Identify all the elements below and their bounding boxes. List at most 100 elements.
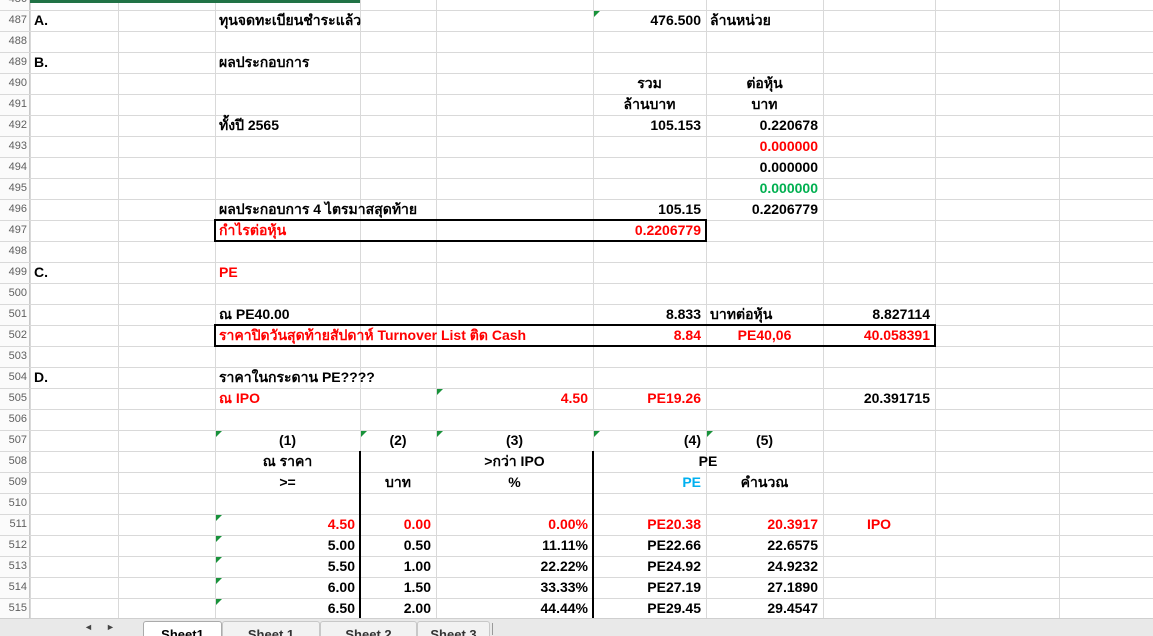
cell-r512-c4[interactable]: 0.50 bbox=[403, 537, 431, 553]
cell-r511-c3[interactable]: 4.50 bbox=[215, 514, 360, 535]
cell-r511-c5[interactable]: 0.00% bbox=[548, 516, 588, 532]
cell-r509-c5[interactable]: % bbox=[508, 474, 521, 490]
cell-r496-c7[interactable]: 0.2206779 bbox=[751, 201, 818, 217]
row-header[interactable]: 494 bbox=[8, 161, 27, 173]
cell-r511-c4[interactable]: 0.00 bbox=[403, 516, 431, 532]
cell-r515-c3[interactable]: 6.50 bbox=[215, 598, 360, 618]
cell-r501-c3[interactable]: ณ PE40.00 bbox=[219, 306, 290, 322]
row-header[interactable]: 514 bbox=[8, 581, 27, 593]
cell-r487-c1[interactable]: A. bbox=[34, 12, 48, 28]
cell-r507-c6[interactable]: (4) bbox=[593, 430, 706, 451]
row-header[interactable]: 486 bbox=[0, 0, 27, 10]
row-header[interactable]: 510 bbox=[8, 497, 27, 509]
row-header[interactable]: 491 bbox=[8, 98, 27, 110]
cell-r514-c6[interactable]: PE27.19 bbox=[647, 579, 701, 595]
cell-r509-c4[interactable]: บาท bbox=[385, 474, 411, 490]
cell-r513-c4[interactable]: 1.00 bbox=[403, 558, 431, 574]
cell-r504-c1[interactable]: D. bbox=[34, 369, 48, 385]
row-header[interactable]: 506 bbox=[8, 413, 27, 425]
cell-r515-c4[interactable]: 2.00 bbox=[403, 600, 431, 616]
cell-r513-c6[interactable]: PE24.92 bbox=[647, 558, 701, 574]
row-header[interactable]: 511 bbox=[9, 518, 27, 530]
cell-r487-c3[interactable]: ทุนจดทะเบียนชำระแล้ว bbox=[219, 12, 362, 28]
sheet-tab[interactable]: Sheet 3 bbox=[417, 621, 490, 636]
cell-r514-c4[interactable]: 1.50 bbox=[403, 579, 431, 595]
cell-r505-c6[interactable]: PE19.26 bbox=[647, 390, 701, 406]
cell-r507-c7[interactable]: (5) bbox=[706, 430, 823, 451]
cell-r514-c3[interactable]: 6.00 bbox=[215, 577, 360, 598]
cell-r489-c1[interactable]: B. bbox=[34, 54, 48, 70]
row-header[interactable]: 508 bbox=[8, 455, 27, 467]
cell-r496-c6[interactable]: 105.15 bbox=[658, 201, 701, 217]
row-header[interactable]: 500 bbox=[8, 287, 27, 299]
row-header[interactable]: 490 bbox=[8, 77, 27, 89]
cell-r491-c6[interactable]: ล้านบาท bbox=[623, 96, 676, 112]
cell-r509-c6[interactable]: PE bbox=[682, 474, 701, 490]
cell-r487-c6[interactable]: 476.500 bbox=[593, 10, 706, 31]
cell-r501-c8[interactable]: 8.827114 bbox=[872, 306, 930, 322]
cell-r512-c3[interactable]: 5.00 bbox=[215, 535, 360, 556]
cell-r508-c6[interactable]: PE bbox=[698, 453, 718, 469]
cell-r499-c3[interactable]: PE bbox=[219, 264, 238, 280]
row-header[interactable]: 498 bbox=[8, 245, 27, 257]
worksheet-grid[interactable]: 486 487 488 489 490 491 492 493 494 495 496 497 498 4… bbox=[0, 0, 1153, 618]
cell-r513-c7[interactable]: 24.9232 bbox=[767, 558, 818, 574]
sheet-tab-active[interactable]: Sheet1 bbox=[143, 621, 222, 636]
cell-r487-c7[interactable]: ล้านหน่วย bbox=[710, 12, 771, 28]
row-header[interactable]: 515 bbox=[8, 602, 27, 614]
cell-r502-c7[interactable]: PE40,06 bbox=[737, 327, 792, 343]
row-header[interactable]: 489 bbox=[8, 56, 27, 68]
cell-r512-c5[interactable]: 11.11% bbox=[542, 537, 588, 553]
cell-r512-c6[interactable]: PE22.66 bbox=[647, 537, 701, 553]
cell-r508-c5[interactable]: >กว่า IPO bbox=[484, 453, 545, 469]
row-header[interactable]: 499 bbox=[8, 266, 27, 278]
cell-r492-c7[interactable]: 0.220678 bbox=[759, 117, 818, 133]
cell-r491-c7[interactable]: บาท bbox=[751, 96, 778, 112]
cell-r497-c3[interactable]: กำไรต่อหุ้น bbox=[219, 222, 287, 238]
cell-r513-c3[interactable]: 5.50 bbox=[215, 556, 360, 577]
cell-r490-c6[interactable]: รวม bbox=[637, 75, 662, 91]
row-header[interactable]: 505 bbox=[8, 392, 27, 404]
cell-r501-c7[interactable]: บาทต่อหุ้น bbox=[710, 306, 773, 322]
cell-r505-c8[interactable]: 20.391715 bbox=[863, 390, 930, 406]
row-header[interactable]: 504 bbox=[8, 371, 27, 383]
cell-r511-c6[interactable]: PE20.38 bbox=[647, 516, 701, 532]
row-header[interactable]: 497 bbox=[8, 224, 27, 236]
row-header[interactable]: 513 bbox=[8, 560, 27, 572]
row-header[interactable]: 509 bbox=[8, 476, 27, 488]
cell-r514-c5[interactable]: 33.33% bbox=[540, 579, 588, 595]
row-header[interactable]: 487 bbox=[8, 14, 27, 26]
row-header[interactable]: 512 bbox=[8, 539, 27, 551]
cell-r515-c6[interactable]: PE29.45 bbox=[647, 600, 701, 616]
row-header[interactable]: 492 bbox=[8, 119, 27, 131]
sheet-tab[interactable]: Sheet 2 bbox=[320, 621, 417, 636]
row-header[interactable]: 495 bbox=[8, 182, 27, 194]
cell-r493-c7[interactable]: 0.000000 bbox=[759, 138, 818, 154]
cell-r515-c7[interactable]: 29.4547 bbox=[767, 600, 818, 616]
row-header[interactable]: 502 bbox=[8, 329, 27, 341]
cell-r499-c1[interactable]: C. bbox=[34, 264, 48, 280]
cell-r508-c3[interactable]: ณ ราคา bbox=[262, 453, 313, 469]
cell-r511-c7[interactable]: 20.3917 bbox=[767, 516, 818, 532]
cell-r495-c7[interactable]: 0.000000 bbox=[759, 180, 818, 196]
cell-r507-c3[interactable]: (1) bbox=[215, 430, 360, 451]
row-header[interactable]: 507 bbox=[8, 434, 27, 446]
sheet-nav-right-icon[interactable]: ► bbox=[106, 622, 115, 632]
cell-r505-c5[interactable]: 4.50 bbox=[436, 388, 593, 409]
sheet-tab[interactable]: Sheet 1 bbox=[222, 621, 320, 636]
cell-r494-c7[interactable]: 0.000000 bbox=[759, 159, 818, 175]
cell-r504-c3[interactable]: ราคาในกระดาน PE???? bbox=[219, 369, 375, 385]
cell-r507-c4[interactable]: (2) bbox=[360, 430, 436, 451]
cell-r505-c3[interactable]: ณ IPO bbox=[219, 390, 260, 406]
cell-r489-c3[interactable]: ผลประกอบการ bbox=[219, 54, 310, 70]
cell-r507-c5[interactable]: (3) bbox=[436, 430, 593, 451]
cell-r514-c7[interactable]: 27.1890 bbox=[767, 579, 818, 595]
cell-r492-c6[interactable]: 105.153 bbox=[650, 117, 701, 133]
sheet-nav-left-icon[interactable]: ◄ bbox=[84, 622, 93, 632]
row-header[interactable]: 496 bbox=[8, 203, 27, 215]
cell-r515-c5[interactable]: 44.44% bbox=[540, 600, 588, 616]
row-header[interactable]: 501 bbox=[8, 308, 27, 320]
cell-r497-c6[interactable]: 0.2206779 bbox=[634, 222, 701, 238]
cell-r502-c3[interactable]: ราคาปิดวันสุดท้ายสัปดาห์ Turnover List ต… bbox=[219, 327, 527, 343]
row-header[interactable]: 503 bbox=[8, 350, 27, 362]
